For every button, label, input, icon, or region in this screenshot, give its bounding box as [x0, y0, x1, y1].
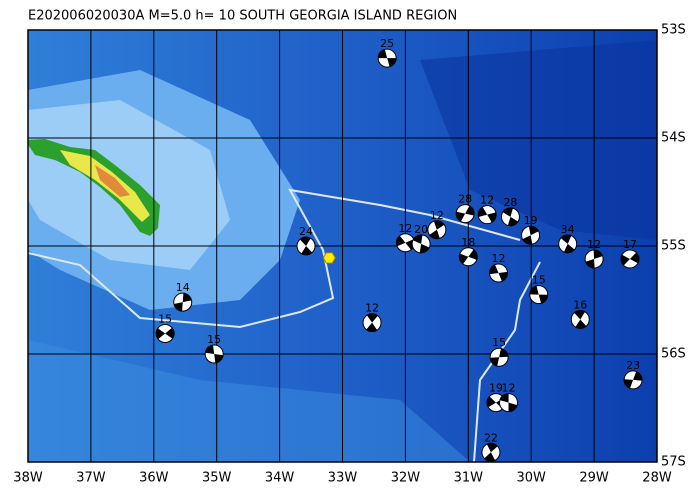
- focal-mechanism: [204, 344, 224, 364]
- focal-mechanism: [155, 323, 175, 343]
- focal-mechanism: [623, 370, 643, 390]
- depth-label: 25: [380, 37, 394, 50]
- compression: [478, 206, 497, 223]
- depth-label: 12: [398, 222, 412, 235]
- x-tick-label: 29W: [579, 471, 609, 486]
- compression: [173, 293, 192, 312]
- depth-label: 18: [461, 236, 475, 249]
- compression: [378, 49, 397, 67]
- focal-mechanism: [584, 249, 604, 269]
- compression: [489, 264, 508, 282]
- depth-label: 22: [484, 431, 498, 444]
- depth-label: 12: [491, 252, 505, 265]
- compression: [299, 236, 313, 256]
- focal-mechanism: [411, 234, 431, 254]
- focal-mechanism: [570, 309, 590, 329]
- focal-mechanism: [558, 234, 578, 254]
- island: [28, 139, 160, 236]
- focal-mechanism: [427, 220, 447, 240]
- compression: [574, 310, 587, 329]
- y-tick-label: 54S: [661, 131, 686, 146]
- compression: [366, 313, 378, 332]
- compression: [490, 348, 509, 366]
- depth-label: 12: [502, 382, 516, 395]
- compression: [522, 226, 539, 245]
- y-tick-label: 53S: [661, 23, 686, 38]
- depth-label: 19: [489, 382, 503, 395]
- x-tick-label: 36W: [139, 471, 169, 486]
- y-tick-label: 56S: [661, 347, 686, 362]
- compression: [205, 345, 224, 363]
- compression: [456, 205, 475, 222]
- x-tick-label: 32W: [391, 471, 421, 486]
- compression: [560, 234, 575, 253]
- depth-label: 24: [299, 225, 313, 238]
- epicenter: [322, 252, 336, 264]
- depth-label: 12: [587, 238, 601, 251]
- title: E202006020030A M=5.0 h= 10 SOUTH GEORGIA…: [28, 9, 457, 24]
- focal-mechanism: [529, 285, 549, 305]
- compression: [529, 285, 548, 304]
- focal-mechanism: [620, 249, 640, 269]
- depth-label: 20: [414, 223, 428, 236]
- compression: [396, 235, 415, 250]
- plate-boundary: [28, 188, 541, 462]
- focal-mechanism: [458, 247, 478, 267]
- x-tick-label: 33W: [328, 471, 358, 486]
- compression: [620, 252, 639, 266]
- y-tick-label: 55S: [661, 239, 686, 254]
- depth-label: 14: [176, 281, 190, 294]
- compression: [429, 220, 445, 239]
- focal-mechanism: [455, 204, 475, 224]
- depth-label: 15: [158, 312, 172, 325]
- focal-mechanism: [481, 442, 501, 462]
- depth-label: 28: [503, 196, 517, 209]
- compression: [624, 371, 643, 389]
- focal-mechanism: [500, 207, 520, 227]
- x-tick-label: 28W: [642, 471, 672, 486]
- x-tick-label: 37W: [76, 471, 106, 486]
- depth-label: 15: [492, 336, 506, 349]
- depth-label: 12: [430, 209, 444, 222]
- depth-label: 12: [365, 302, 379, 315]
- depth-label: 12: [480, 194, 494, 207]
- focal-mechanism: [521, 225, 541, 245]
- depth-label: 15: [532, 274, 546, 287]
- compression: [459, 249, 478, 265]
- focal-mechanism: [362, 313, 382, 333]
- depth-label: 19: [524, 214, 538, 227]
- x-tick-label: 30W: [516, 471, 546, 486]
- focal-mechanism: [488, 263, 508, 283]
- depth-label: 15: [207, 333, 221, 346]
- depth-label: 34: [561, 223, 575, 236]
- compression: [499, 393, 518, 412]
- depth-label: 23: [626, 359, 640, 372]
- y-tick-label: 57S: [661, 455, 686, 470]
- depth-label: 28: [458, 193, 472, 206]
- focal-mechanism: [489, 347, 509, 367]
- compression: [585, 249, 603, 268]
- x-tick-label: 34W: [265, 471, 295, 486]
- focal-mechanism: [377, 48, 397, 68]
- focal-mechanism: [296, 236, 316, 256]
- compression: [502, 207, 519, 226]
- compression: [156, 327, 175, 340]
- x-tick-label: 38W: [13, 471, 43, 486]
- focal-mechanism: [477, 205, 497, 225]
- focal-mechanism: [173, 292, 193, 312]
- x-tick-label: 31W: [454, 471, 484, 486]
- x-tick-label: 35W: [202, 471, 232, 486]
- depth-label: 17: [623, 238, 637, 251]
- focal-mechanism: [499, 393, 519, 413]
- compression: [412, 234, 430, 253]
- compression: [484, 443, 498, 462]
- depth-label: 16: [573, 298, 587, 311]
